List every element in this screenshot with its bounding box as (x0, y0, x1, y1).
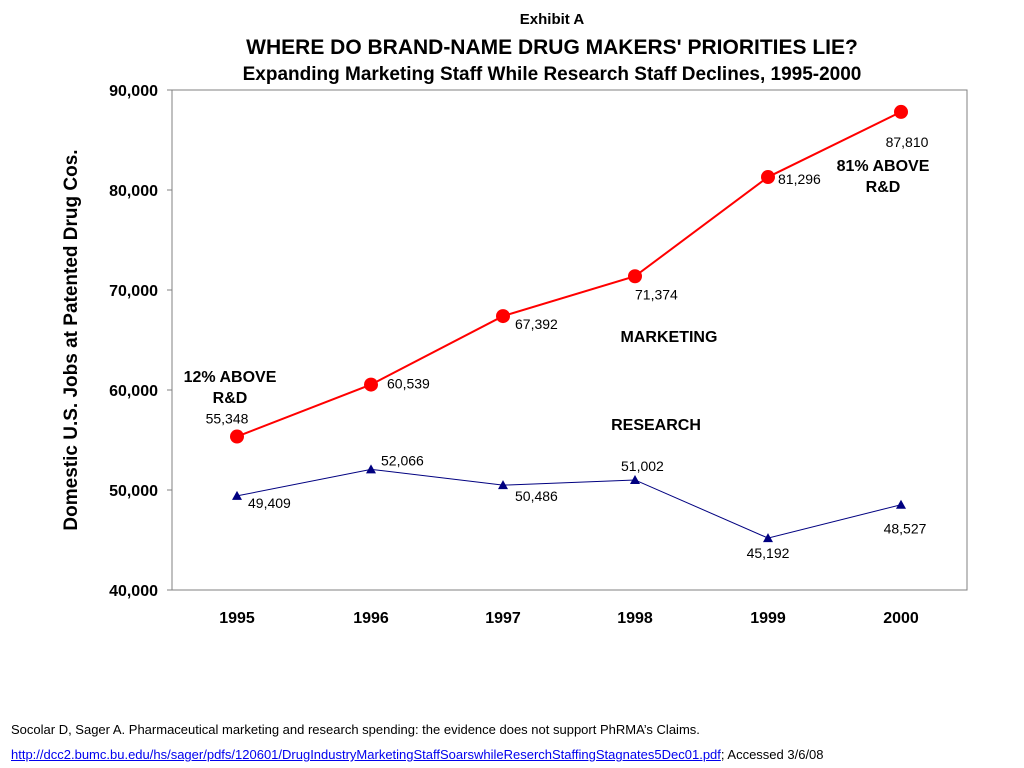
accessed-date: ; Accessed 3/6/08 (720, 747, 824, 762)
exhibit-label: Exhibit A (519, 11, 585, 28)
data-point (896, 499, 906, 509)
x-tick-label: 1997 (485, 610, 521, 627)
data-point (230, 429, 244, 444)
data-label: 49,409 (248, 495, 291, 511)
citation-text: Socolar D, Sager A. Pharmaceutical marke… (11, 722, 700, 737)
data-point (496, 309, 510, 324)
source-line: http://dcc2.bumc.bu.edu/hs/sager/pdfs/12… (11, 747, 824, 762)
data-point (628, 269, 642, 284)
data-label: 87,810 (886, 134, 929, 150)
line-chart: Domestic U.S. Jobs at Patented Drug Cos.… (61, 83, 968, 627)
y-tick-label: 60,000 (109, 383, 158, 400)
series-line (236, 111, 902, 438)
data-point (894, 104, 908, 119)
x-tick-label: 1996 (353, 610, 389, 627)
data-label: 60,539 (387, 376, 430, 392)
series-research: 49,409 52,066 50,486 51,002 45,192 48,527 (232, 452, 927, 561)
data-point (498, 480, 508, 490)
data-label: 52,066 (381, 452, 424, 468)
x-tick-label: 1998 (617, 610, 653, 627)
data-label: 45,192 (747, 545, 790, 561)
start-annotation-line1: 12% ABOVE (184, 369, 277, 386)
y-axis-label: Domestic U.S. Jobs at Patented Drug Cos. (61, 149, 82, 530)
end-annotation-line2: R&D (866, 179, 901, 196)
data-point (630, 474, 640, 484)
data-label: 81,296 (778, 171, 821, 187)
x-tick-label: 1999 (750, 610, 786, 627)
series-name-marketing: MARKETING (621, 329, 718, 346)
chart-title: WHERE DO BRAND-NAME DRUG MAKERS' PRIORIT… (246, 36, 858, 59)
y-tick-label: 70,000 (109, 283, 158, 300)
data-point (232, 490, 242, 500)
chart-subtitle: Expanding Marketing Staff While Research… (242, 64, 862, 85)
data-point (761, 170, 775, 185)
series-name-research: RESEARCH (611, 417, 701, 434)
data-point (366, 464, 376, 474)
data-point (763, 533, 773, 543)
series-line (236, 468, 902, 539)
y-tick-label: 40,000 (109, 583, 158, 600)
data-label: 67,392 (515, 316, 558, 332)
data-label: 71,374 (635, 286, 678, 302)
y-tick-label: 90,000 (109, 83, 158, 100)
source-link[interactable]: http://dcc2.bumc.bu.edu/hs/sager/pdfs/12… (11, 747, 721, 762)
data-label: 51,002 (621, 458, 664, 474)
y-tick-label: 50,000 (109, 483, 158, 500)
data-label: 50,486 (515, 488, 558, 504)
x-tick-label: 2000 (883, 610, 919, 627)
end-annotation-line1: 81% ABOVE (837, 158, 930, 175)
data-label: 48,527 (884, 521, 927, 537)
start-annotation-line2: R&D (213, 390, 248, 407)
data-point (364, 377, 378, 392)
y-tick-label: 80,000 (109, 183, 158, 200)
x-tick-label: 1995 (219, 610, 255, 627)
series-marketing: 55,348 60,539 67,392 71,374 81,296 87,810 (206, 104, 929, 444)
plot-area-frame (171, 89, 968, 591)
data-label: 55,348 (206, 411, 249, 427)
